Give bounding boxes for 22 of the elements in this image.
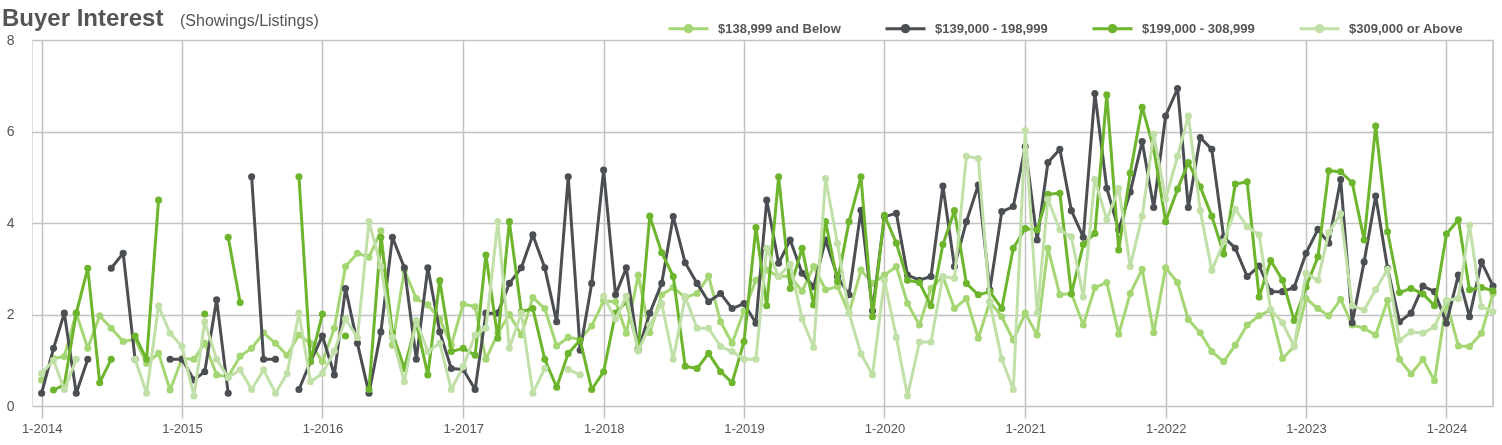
chart-subtitle: (Showings/Listings) [180, 12, 319, 29]
chart-title: Buyer Interest [2, 4, 164, 31]
x-tick-label: 1-2018 [583, 420, 625, 436]
x-tick-label: 1-2016 [302, 420, 344, 436]
y-tick-label: 8 [6, 31, 15, 48]
x-tick-label: 1-2014 [21, 420, 63, 436]
x-tick-label: 1-2021 [1005, 420, 1046, 436]
legend-label: $138,999 and Below [718, 20, 842, 36]
legend-label: $199,000 - 308,999 [1142, 20, 1255, 36]
legend-label: $139,000 - 198,999 [935, 20, 1048, 36]
y-tick-label: 6 [6, 123, 15, 139]
x-tick-label: 1-2023 [1286, 420, 1327, 436]
y-tick-label: 0 [6, 397, 15, 414]
x-tick-label: 1-2019 [724, 420, 765, 436]
x-tick-label: 1-2024 [1426, 420, 1468, 436]
y-tick-label: 4 [6, 214, 15, 231]
x-tick-label: 1-2015 [162, 420, 203, 436]
y-tick-label: 2 [6, 306, 15, 322]
x-tick-label: 1-2020 [864, 420, 906, 436]
legend-label: $309,000 or Above [1349, 20, 1463, 36]
x-tick-label: 1-2022 [1145, 420, 1187, 436]
x-tick-label: 1-2017 [443, 420, 484, 436]
